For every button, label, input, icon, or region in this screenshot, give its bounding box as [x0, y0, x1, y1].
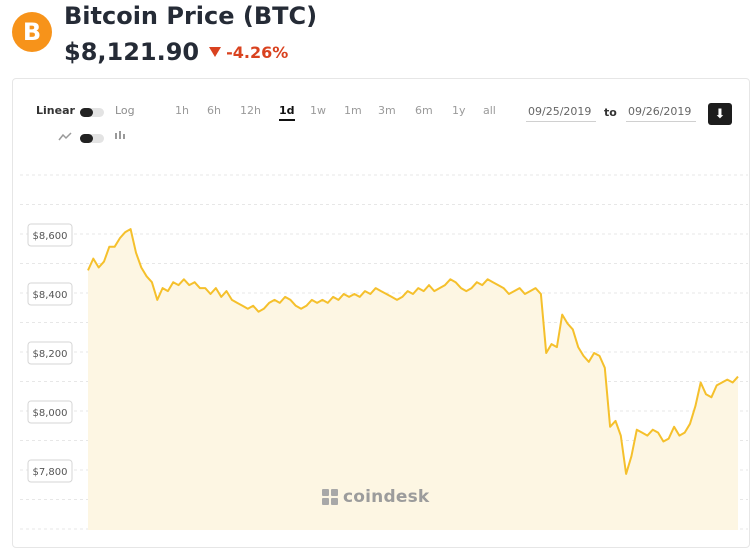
range-3m-button[interactable]: 3m [378, 104, 396, 117]
range-12h-button[interactable]: 12h [240, 104, 261, 117]
range-all-button[interactable]: all [483, 104, 496, 117]
scale-log-label: Log [115, 104, 135, 117]
chart-type-toggle[interactable] [80, 134, 104, 143]
y-tick-label: $8,400 [27, 282, 73, 306]
date-from-input[interactable] [526, 103, 596, 122]
scale-linear-label: Linear [36, 104, 75, 117]
svg-text:$8,200: $8,200 [33, 349, 68, 360]
range-1m-button[interactable]: 1m [344, 104, 362, 117]
date-to-input[interactable] [626, 103, 696, 122]
current-price: $8,121.90 [64, 38, 200, 66]
range-1y-button[interactable]: 1y [452, 104, 466, 117]
price-line [87, 228, 739, 475]
range-6m-button[interactable]: 6m [415, 104, 433, 117]
scale-toggle[interactable] [80, 108, 104, 117]
y-tick-label: $8,200 [27, 341, 73, 365]
coindesk-watermark: coindesk [322, 487, 429, 507]
line-chart-icon[interactable] [58, 132, 72, 142]
page-title: Bitcoin Price (BTC) [64, 2, 318, 30]
range-1d-button[interactable]: 1d [279, 104, 295, 121]
download-button[interactable]: ⬇ [708, 103, 732, 125]
svg-text:$8,000: $8,000 [33, 408, 68, 419]
svg-text:$8,400: $8,400 [33, 290, 68, 301]
date-to-label: to [604, 106, 617, 119]
watermark-text: coindesk [343, 487, 430, 507]
price-change: -4.26% [226, 42, 289, 62]
svg-text:$7,800: $7,800 [33, 467, 68, 478]
range-1h-button[interactable]: 1h [175, 104, 189, 117]
price-row: $8,121.90 -4.26% [64, 38, 288, 66]
range-1w-button[interactable]: 1w [310, 104, 326, 117]
candlestick-icon[interactable] [114, 130, 126, 142]
y-tick-label: $8,000 [27, 400, 73, 424]
y-tick-label: $8,600 [27, 223, 73, 247]
price-area [88, 229, 738, 530]
y-tick-label: $7,800 [27, 459, 73, 483]
range-6h-button[interactable]: 6h [207, 104, 221, 117]
bitcoin-logo-icon: B [12, 12, 52, 52]
down-arrow-icon [209, 47, 222, 57]
svg-text:$8,600: $8,600 [33, 231, 68, 242]
price-header: B Bitcoin Price (BTC) $8,121.90 -4.26% [0, 0, 756, 78]
coindesk-logo-icon [322, 489, 338, 505]
download-icon: ⬇ [714, 106, 726, 122]
